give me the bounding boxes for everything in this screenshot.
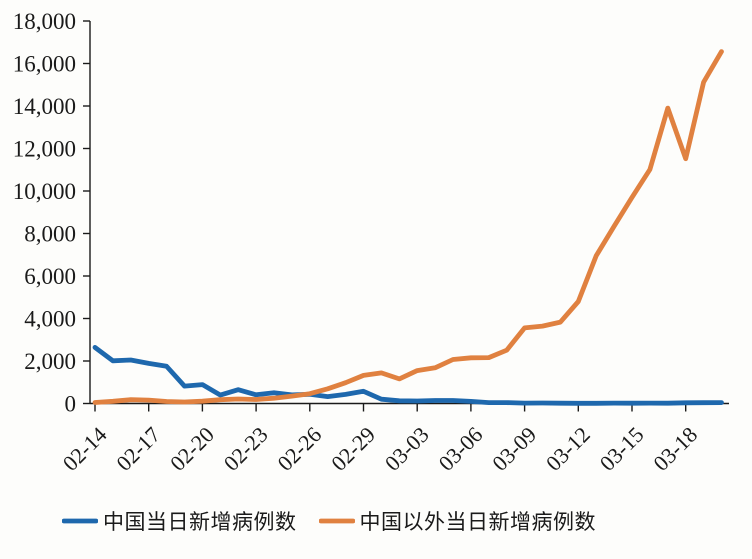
legend-item-outside-china: 中国以外当日新增病例数 — [318, 506, 597, 536]
y-tick-label: 14,000 — [13, 94, 76, 119]
chart-legend: 中国当日新增病例数 中国以外当日新增病例数 — [62, 506, 596, 536]
y-tick-label: 6,000 — [24, 264, 76, 289]
x-tick-label: 02-14 — [58, 422, 112, 476]
x-tick-label: 03-09 — [487, 422, 541, 476]
y-tick-label: 2,000 — [24, 349, 76, 374]
y-tick-label: 10,000 — [13, 179, 76, 204]
y-tick-label: 12,000 — [13, 137, 76, 162]
y-tick-label: 4,000 — [24, 307, 76, 332]
x-tick-label: 03-18 — [648, 422, 702, 476]
series-line-outside-china — [92, 49, 724, 405]
x-tick-label: 02-29 — [326, 422, 380, 476]
legend-label-outside-china: 中国以外当日新增病例数 — [359, 511, 596, 534]
x-tick-label: 03-03 — [380, 422, 434, 476]
x-tick-label: 03-06 — [433, 422, 487, 476]
series-line-china — [92, 344, 724, 406]
line-chart: 0 2,000 4,000 6,000 8,000 10,000 12,000 14,000 1… — [13, 9, 729, 476]
x-tick-label: 02-20 — [165, 422, 219, 476]
legend-label-china: 中国当日新增病例数 — [103, 511, 297, 534]
x-tick-label: 02-17 — [111, 422, 165, 476]
y-tick-label: 8,000 — [24, 222, 76, 247]
y-tick-label: 0 — [65, 392, 77, 417]
legend-line-icon-outside-china — [318, 518, 355, 524]
y-tick-label: 18,000 — [13, 9, 76, 34]
legend-line-icon-china — [62, 518, 98, 524]
x-tick-label: 03-15 — [595, 422, 649, 476]
x-tick-label: 02-26 — [272, 422, 326, 476]
legend-item-china: 中国当日新增病例数 — [62, 506, 297, 536]
y-tick-label: 16,000 — [13, 52, 76, 77]
x-tick-label: 03-12 — [541, 422, 595, 476]
x-tick-label: 02-23 — [219, 422, 273, 476]
